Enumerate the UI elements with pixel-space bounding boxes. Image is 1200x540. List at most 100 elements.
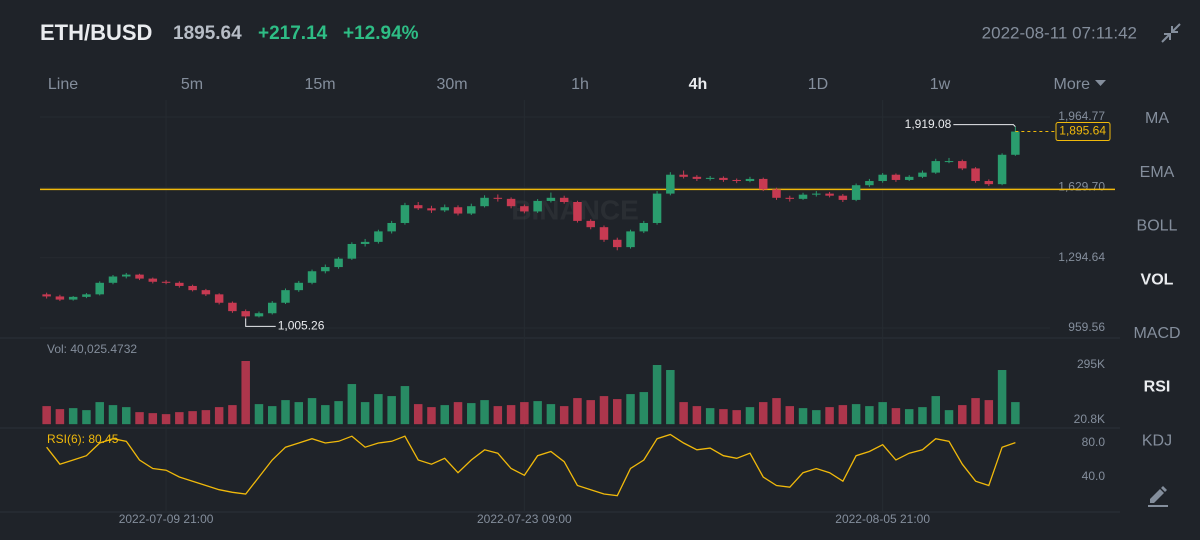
candle-body (440, 207, 449, 211)
volume-bar (732, 410, 741, 425)
indicator-button[interactable]: VOL (1141, 271, 1174, 288)
volume-bar (586, 400, 595, 425)
y-tick-label: 959.56 (1068, 320, 1105, 334)
y-tick-label: 1,629.70 (1058, 180, 1105, 194)
interval-toolbar: Line 5m 15m 30m 1h 4h 1D 1w (48, 76, 951, 93)
volume-bar (958, 405, 967, 425)
interval-button[interactable]: 4h (689, 76, 708, 93)
candle-body (228, 302, 237, 312)
candle-body (705, 177, 715, 179)
candle-body (838, 195, 848, 200)
candle-body (719, 177, 728, 180)
more-arrow[interactable] (1095, 80, 1106, 86)
volume-bar (559, 406, 569, 425)
datetime: 2022-08-11 07:11:42 (982, 23, 1137, 42)
candle-body (639, 222, 649, 232)
candle-body (586, 220, 595, 228)
volume-bar (175, 412, 184, 425)
collapse-icon[interactable] (1161, 23, 1181, 43)
candle-body (891, 174, 901, 180)
candle-body (971, 168, 980, 182)
candle-body (148, 278, 158, 282)
candle-body (812, 193, 821, 195)
candle-body (214, 294, 224, 303)
candle-body (175, 282, 184, 286)
candle-body (201, 290, 211, 295)
interval-button[interactable]: 5m (181, 76, 203, 93)
volume-bar (679, 402, 688, 425)
interval-button[interactable]: 1D (808, 76, 828, 93)
y-tick-label: 1,294.64 (1058, 250, 1105, 264)
more-button[interactable]: More (1054, 76, 1091, 93)
candle-body (82, 294, 91, 297)
y-tick-label: 1,964.77 (1058, 109, 1105, 123)
indicator-button[interactable]: EMA (1140, 164, 1175, 181)
candle-body (413, 205, 423, 209)
volume-bar (984, 400, 994, 425)
y-tick-label: 80.0 (1082, 435, 1106, 449)
interval-button[interactable]: 30m (436, 76, 467, 93)
interval-button[interactable]: 1h (571, 76, 589, 93)
volume-bar (1011, 402, 1020, 425)
candle-body (42, 294, 51, 297)
volume-bar (334, 401, 343, 425)
candle-body (1011, 131, 1020, 155)
candle-body (918, 172, 927, 177)
indicator-button[interactable]: MACD (1133, 325, 1180, 342)
volume-bar (400, 386, 410, 425)
volume-bar (267, 406, 277, 425)
candle-body (944, 161, 954, 163)
candle-body (865, 181, 874, 186)
candle-body (599, 227, 609, 240)
candle-body (984, 181, 994, 185)
candle-body (387, 222, 396, 232)
indicator-button[interactable]: BOLL (1137, 218, 1178, 235)
volume-bar (626, 394, 635, 425)
candle-body (652, 193, 662, 223)
volume-bar (82, 410, 91, 425)
x-tick-label: 2022-08-05 21:00 (835, 512, 930, 526)
volume-bar (360, 402, 370, 425)
volume-bar (719, 409, 728, 425)
candle-body (772, 189, 781, 198)
volume-bar (321, 405, 330, 425)
volume-bar (666, 370, 675, 425)
x-tick-label: 2022-07-23 09:00 (477, 512, 572, 526)
volume-bar (599, 396, 609, 425)
candle-body (467, 206, 476, 214)
volume-bar (785, 406, 795, 425)
volume-bar (214, 407, 224, 425)
candle-body (254, 313, 264, 317)
candle-body (55, 296, 65, 300)
annotation-label: 1,005.26 (278, 319, 325, 333)
candle-body (613, 239, 622, 248)
volume-bar (135, 412, 144, 425)
volume-bar (453, 402, 463, 425)
indicator-button[interactable]: KDJ (1142, 432, 1172, 449)
candle-body (307, 271, 317, 283)
candle-body (267, 302, 277, 314)
panel-title: Vol: 40,025.4732 (47, 342, 137, 356)
change-pct: +12.94% (343, 23, 419, 44)
volume-bar (838, 405, 848, 425)
volume-bar (904, 409, 914, 425)
interval-button[interactable]: 1w (930, 76, 951, 93)
volume-bar (520, 402, 529, 425)
candle-body (347, 243, 357, 259)
indicator-button[interactable]: MA (1145, 110, 1169, 127)
candle-body (294, 282, 304, 291)
candle-body (798, 194, 808, 199)
draw-tool-icon[interactable] (1148, 486, 1168, 507)
candle-body (374, 231, 383, 242)
volume-bar (55, 409, 65, 425)
volume-bar (374, 394, 383, 425)
volume-bar (241, 360, 250, 425)
volume-bar (944, 410, 954, 425)
volume-bar (931, 396, 940, 425)
y-tick-label: 20.8K (1074, 412, 1105, 426)
indicator-button[interactable]: RSI (1144, 379, 1171, 396)
interval-button[interactable]: Line (48, 76, 78, 93)
volume-bar (161, 414, 171, 425)
interval-button[interactable]: 15m (304, 76, 335, 93)
